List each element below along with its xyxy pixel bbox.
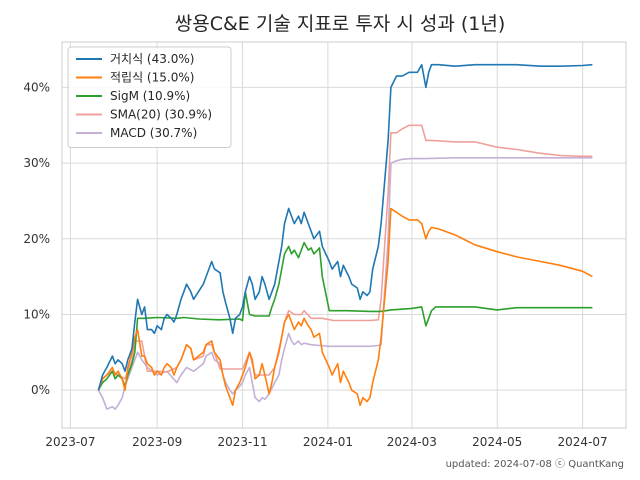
- x-tick-label: 2024-03: [387, 435, 437, 449]
- x-tick-label: 2023-09: [132, 435, 182, 449]
- y-tick-label: 20%: [23, 232, 50, 246]
- x-tick-label: 2023-07: [45, 435, 95, 449]
- legend-label: 적립식 (15.0%): [110, 71, 194, 85]
- legend: 거치식 (43.0%) 적립식 (15.0%) SigM (10.9%) SMA(20…: [67, 46, 232, 148]
- footer-text: updated: 2024-07-08 ⓒ QuantKang: [446, 458, 624, 470]
- legend-label: MACD (30.7%): [110, 126, 197, 140]
- y-axis: 0% 10% 20% 30% 40%: [23, 80, 50, 397]
- legend-label: SMA(20) (30.9%): [110, 108, 212, 122]
- chart-title: 쌍용C&E 기술 지표로 투자 시 성과 (1년): [175, 13, 505, 35]
- x-tick-label: 2023-11: [217, 435, 267, 449]
- series-line: [97, 63, 593, 391]
- series-line: [97, 241, 593, 391]
- y-tick-label: 10%: [23, 307, 50, 321]
- x-tick-label: 2024-07: [558, 435, 608, 449]
- legend-label: 거치식 (43.0%): [110, 52, 194, 66]
- plot-area: [61, 41, 627, 429]
- y-tick-label: 0%: [31, 383, 50, 397]
- y-tick-label: 30%: [23, 156, 50, 170]
- series-line: [97, 207, 593, 407]
- x-axis: 2023-07 2023-09 2023-11 2024-01 2024-03 2024-…: [45, 435, 607, 449]
- y-tick-label: 40%: [23, 80, 50, 94]
- legend-box: [67, 46, 232, 148]
- series-line: [97, 157, 593, 410]
- x-tick-label: 2024-05: [472, 435, 522, 449]
- legend-label: SigM (10.9%): [110, 89, 190, 103]
- x-tick-label: 2024-01: [303, 435, 353, 449]
- series-lines: [97, 63, 593, 410]
